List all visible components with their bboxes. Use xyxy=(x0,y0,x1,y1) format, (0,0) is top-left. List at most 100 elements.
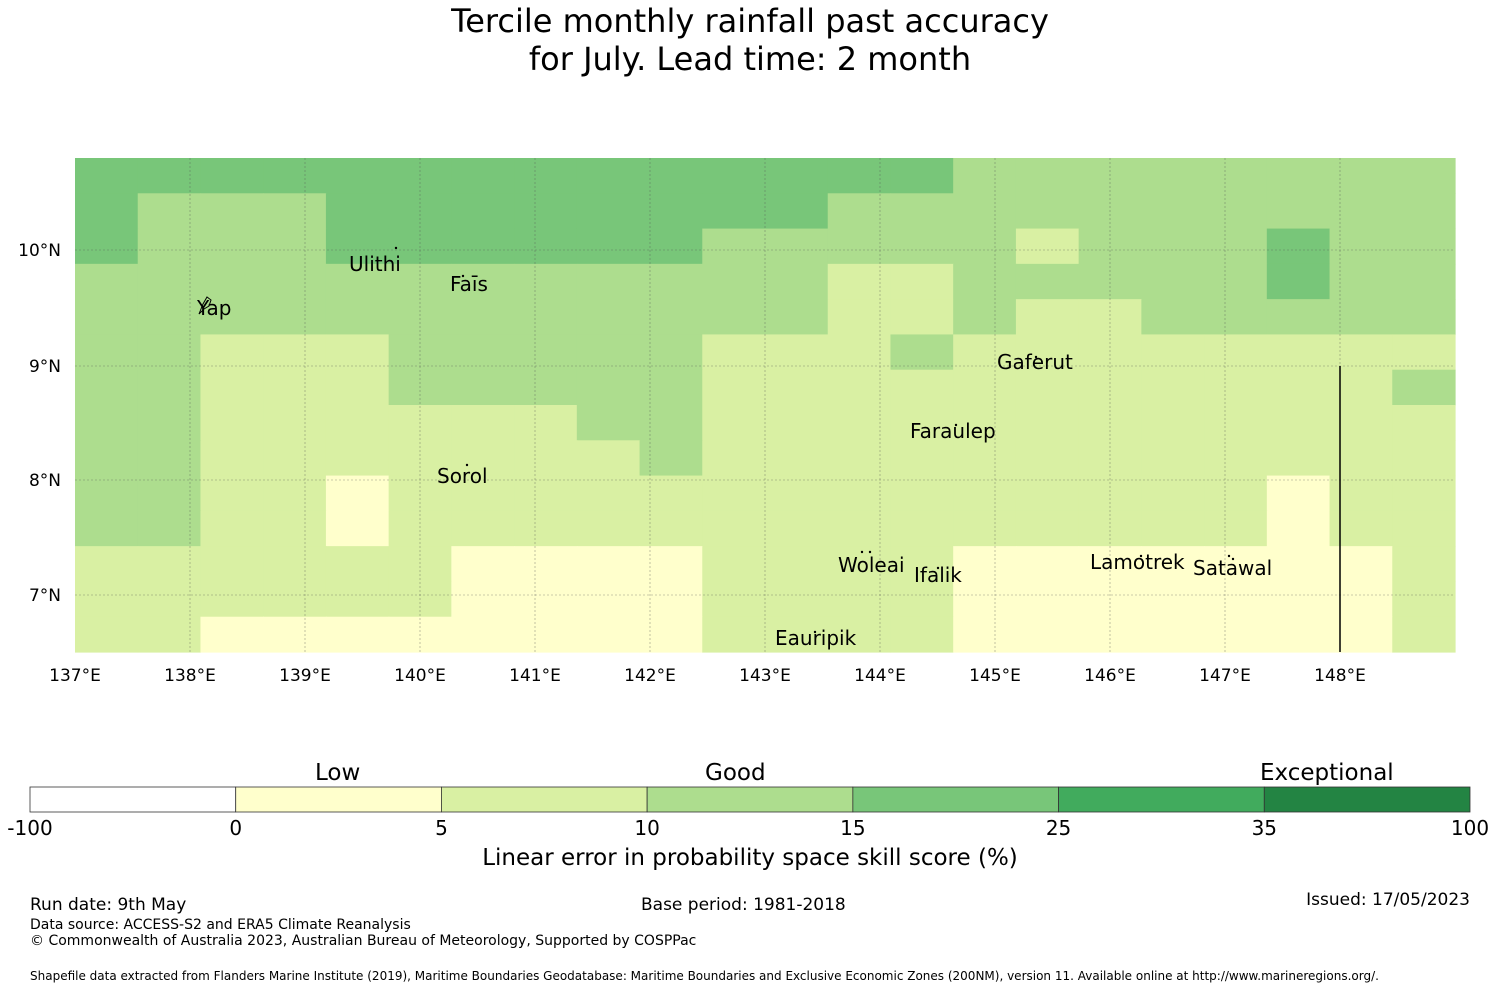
grid-cell xyxy=(1392,158,1456,194)
grid-cell xyxy=(1078,440,1142,477)
grid-cell xyxy=(451,228,515,265)
grid-cell xyxy=(1015,581,1080,618)
grid-cell xyxy=(953,334,1017,371)
grid-cell xyxy=(1078,228,1142,265)
grid-cell xyxy=(1266,616,1331,653)
grid-cell xyxy=(263,158,327,194)
grid-cell xyxy=(576,440,641,477)
lon-tick-label: 146°E xyxy=(1084,666,1136,686)
grid-cell xyxy=(137,405,202,441)
grid-cell xyxy=(765,440,829,477)
grid-cell xyxy=(200,158,264,194)
grid-cell xyxy=(451,158,515,194)
grid-cell xyxy=(1015,263,1080,300)
grid-cell xyxy=(1392,616,1456,653)
grid-cell xyxy=(75,158,139,194)
grid-cell xyxy=(1141,228,1205,265)
grid-cell xyxy=(765,228,829,265)
place-label: Yap xyxy=(196,296,231,320)
grid-cell xyxy=(325,510,390,547)
grid-cell xyxy=(1078,475,1142,512)
grid-cell xyxy=(1204,334,1268,371)
grid-cell xyxy=(1329,299,1393,336)
grid-cell xyxy=(451,263,515,300)
grid-cell xyxy=(1204,616,1268,653)
grid-cell xyxy=(576,228,641,265)
grid-cell xyxy=(639,546,703,583)
grid-cell xyxy=(388,405,452,441)
island-dot xyxy=(936,566,940,570)
grid-cell xyxy=(576,405,641,441)
place-label: Faīs xyxy=(450,272,488,296)
grid-cell xyxy=(388,228,452,265)
grid-cell xyxy=(1204,228,1268,265)
grid-cell xyxy=(1015,369,1080,406)
grid-cell xyxy=(1392,510,1456,547)
grid-cell xyxy=(325,299,390,336)
island-dot xyxy=(1034,355,1038,359)
grid-cell xyxy=(1141,581,1205,618)
latitude-tick-labels: 10°N 9°N 8°N 7°N xyxy=(18,241,61,606)
grid-cell xyxy=(576,334,641,371)
grid-cell xyxy=(1204,440,1268,477)
grid-cell xyxy=(1329,263,1393,300)
grid-cell xyxy=(514,299,578,336)
grid-cell xyxy=(75,228,139,265)
grid-cell xyxy=(702,369,766,406)
grid-cell xyxy=(827,263,892,300)
issued-date: Issued: 17/05/2023 xyxy=(1306,890,1470,910)
grid-cell xyxy=(200,299,264,336)
grid-cell xyxy=(1015,299,1080,336)
grid-cell xyxy=(325,581,390,618)
grid-cell xyxy=(1266,510,1331,547)
place-label: Gaferut xyxy=(997,350,1073,374)
grid-cell xyxy=(75,581,139,618)
grid-cell xyxy=(137,334,202,371)
grid-cell xyxy=(765,510,829,547)
title-line-2: for July. Lead time: 2 month xyxy=(528,40,972,78)
grid-cell xyxy=(702,510,766,547)
lon-tick-label: 139°E xyxy=(279,666,331,686)
grid-cell xyxy=(1392,581,1456,618)
colorbar-segment xyxy=(441,786,648,813)
grid-cell xyxy=(263,369,327,406)
grid-cell xyxy=(200,228,264,265)
grid-cell xyxy=(890,334,954,371)
grid-cell xyxy=(890,405,954,441)
island-dot xyxy=(860,550,864,554)
grid-cell xyxy=(827,616,892,653)
grid-cell xyxy=(200,263,264,300)
grid-cell xyxy=(953,228,1017,265)
grid-cell xyxy=(827,158,892,194)
grid-cell xyxy=(137,440,202,477)
grid-cell xyxy=(137,263,202,300)
grid-cell xyxy=(1392,228,1456,265)
grid-cell xyxy=(953,369,1017,406)
grid-cell xyxy=(1266,546,1331,583)
grid-cell xyxy=(1078,193,1142,230)
grid-cell xyxy=(1141,475,1205,512)
grid-cell xyxy=(890,475,954,512)
grid-cell xyxy=(890,510,954,547)
colorbar-tick-label: 5 xyxy=(435,816,448,840)
grid-cell xyxy=(1204,299,1268,336)
grid-cell xyxy=(827,581,892,618)
grid-cell xyxy=(263,299,327,336)
grid-cell xyxy=(702,581,766,618)
grid-cell xyxy=(702,475,766,512)
lon-tick-label: 148°E xyxy=(1314,666,1366,686)
grid-cell xyxy=(137,158,202,194)
grid-cell xyxy=(388,299,452,336)
grid-cell xyxy=(451,616,515,653)
grid-cell xyxy=(1015,193,1080,230)
lon-tick-label: 137°E xyxy=(49,666,101,686)
grid-cell xyxy=(1392,369,1456,406)
yap-island-outline xyxy=(198,296,212,315)
grid-cell xyxy=(1266,228,1331,265)
grid-cell xyxy=(451,510,515,547)
longitude-tick-labels: 137°E 138°E 139°E 140°E 141°E 142°E 143°E 144°E… xyxy=(49,666,1366,686)
grid-cell xyxy=(263,263,327,300)
lon-tick-label: 145°E xyxy=(969,666,1021,686)
grid-cell xyxy=(451,581,515,618)
grid-cell xyxy=(388,369,452,406)
